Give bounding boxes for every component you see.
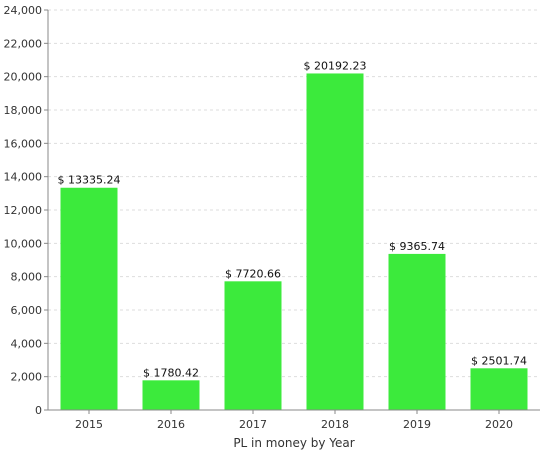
y-tick-label: 16,000 — [4, 137, 43, 150]
bar — [142, 380, 200, 410]
data-labels: $ 13335.24 $ 1780.42 $ 7720.66 $ 20192.23 $ … — [58, 59, 527, 379]
x-tick-label: 2018 — [321, 418, 349, 431]
data-label: $ 20192.23 — [304, 59, 367, 72]
bar — [470, 368, 528, 410]
y-tick-label: 0 — [35, 404, 42, 417]
bar — [224, 281, 282, 410]
y-tick-label: 8,000 — [11, 271, 43, 284]
bar — [306, 73, 364, 410]
bars — [60, 73, 528, 410]
data-label: $ 2501.74 — [471, 354, 527, 367]
y-tick-label: 20,000 — [4, 71, 43, 84]
x-tick-label: 2015 — [75, 418, 103, 431]
y-tick-labels: 0 2,000 4,000 6,000 8,000 10,000 12,000 14,000 1… — [4, 4, 48, 417]
y-tick-label: 24,000 — [4, 4, 43, 17]
y-tick-label: 6,000 — [11, 304, 43, 317]
y-tick-label: 4,000 — [11, 337, 43, 350]
data-label: $ 9365.74 — [389, 240, 445, 253]
data-label: $ 1780.42 — [143, 366, 199, 379]
y-tick-label: 18,000 — [4, 104, 43, 117]
bar — [60, 187, 118, 410]
x-tick-label: 2017 — [239, 418, 267, 431]
bar — [388, 253, 446, 410]
data-label: $ 13335.24 — [58, 174, 121, 187]
x-axis-title: PL in money by Year — [233, 436, 354, 450]
y-tick-label: 2,000 — [11, 371, 43, 384]
y-tick-label: 12,000 — [4, 204, 43, 217]
y-tick-label: 22,000 — [4, 37, 43, 50]
y-tick-label: 10,000 — [4, 237, 43, 250]
x-tick-label: 2020 — [485, 418, 513, 431]
data-label: $ 7720.66 — [225, 267, 281, 280]
x-tick-labels: 2015 2016 2017 2018 2019 2020 — [75, 410, 513, 431]
y-tick-label: 14,000 — [4, 171, 43, 184]
x-tick-label: 2016 — [157, 418, 185, 431]
x-tick-label: 2019 — [403, 418, 431, 431]
grid-lines — [48, 9, 540, 378]
